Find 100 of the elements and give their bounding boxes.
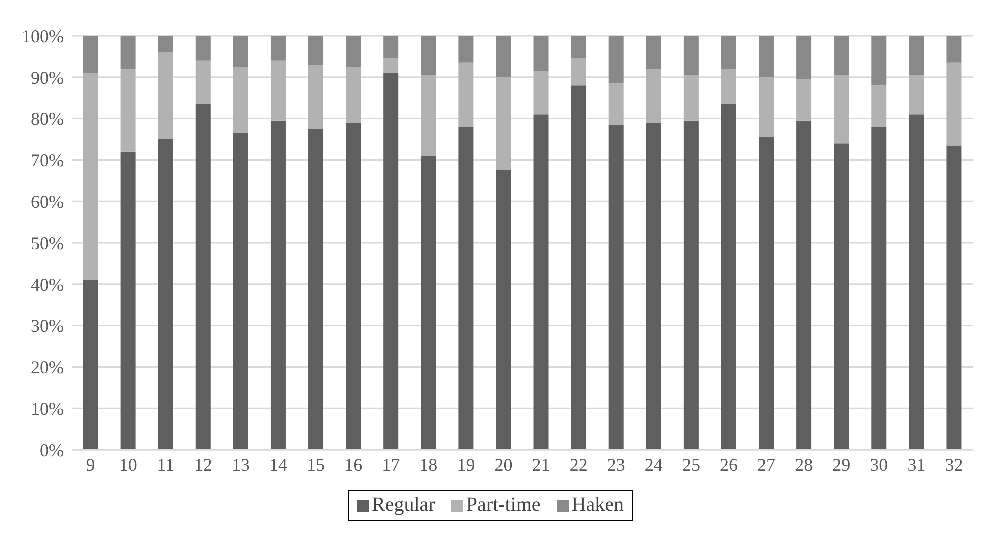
bar [233,36,248,68]
y-tick-label: 100% [22,26,64,46]
bar [909,114,924,450]
bar [384,58,399,74]
x-tick-label: 30 [870,454,888,475]
bar [196,104,211,450]
bar [196,60,211,104]
bar [233,67,248,134]
bar [608,125,624,450]
x-tick-label: 22 [570,454,588,475]
bar [834,36,850,76]
bar [534,36,549,72]
x-tick-label: 31 [908,454,926,475]
bar [796,36,812,80]
x-tick-label: 12 [194,454,212,475]
bar [646,69,662,123]
bar [721,104,736,450]
bar [684,36,699,76]
x-tick-label: 24 [644,454,663,475]
bar [721,36,736,70]
legend-label: Regular [372,494,436,517]
bar [946,36,962,63]
bar [458,62,474,128]
bar [384,73,399,450]
bar [270,60,286,121]
x-tick-label: 28 [795,454,814,475]
legend-label: Part-time [466,494,541,517]
bar [796,120,812,450]
bar [346,36,362,68]
bar [83,36,98,74]
bar [308,64,324,130]
x-tick-label: 17 [382,454,400,475]
y-tick-label: 90% [31,68,64,88]
bar [158,52,174,140]
bar [534,114,549,450]
bar [496,170,512,450]
bar [759,137,774,450]
bar [571,58,586,86]
bar [421,75,436,156]
bar [346,67,362,123]
bar [872,127,887,450]
bar [909,36,924,76]
x-tick-label: 20 [494,454,513,475]
y-tick-label: 50% [31,233,64,254]
y-tick-label: 10% [31,398,64,419]
bar [270,120,286,450]
x-tick-label: 13 [232,454,250,475]
x-tick-label: 32 [945,454,964,475]
bar [83,73,98,280]
bar [196,36,211,61]
bar [721,69,736,104]
y-tick-label: 80% [31,109,64,130]
bar [384,36,399,59]
y-tick-label: 60% [31,192,64,212]
bar [120,152,136,450]
bar [308,129,324,450]
bar [83,280,98,450]
x-tick-label: 15 [307,454,326,475]
bar [346,122,362,450]
bar [458,36,474,63]
bar [646,36,662,70]
bar [834,75,850,144]
bar [158,36,174,53]
bar [946,146,962,450]
bar [571,36,586,59]
x-tick-label: 29 [832,454,851,475]
bar [534,71,549,115]
bar [158,140,174,450]
bar [120,36,136,70]
x-tick-label: 14 [269,454,288,475]
bar [308,36,324,65]
y-tick-label: 30% [31,316,64,336]
bar [458,127,474,450]
bar [872,86,887,128]
y-tick-label: 70% [31,150,64,171]
bar [233,133,248,450]
bar [684,75,699,121]
y-tick-label: 0% [40,440,64,460]
bar [496,36,512,78]
x-tick-label: 10 [119,454,138,475]
bar [608,36,624,84]
bar [684,120,699,450]
bar [496,77,512,171]
bar [270,36,286,61]
x-tick-label: 27 [758,454,776,475]
bar [571,86,586,450]
x-tick-label: 11 [157,454,175,475]
bar [759,77,774,138]
bar [834,144,850,450]
x-tick-label: 23 [607,454,626,475]
bar [946,62,962,146]
x-tick-label: 19 [457,454,476,475]
x-tick-label: 16 [344,454,363,475]
bar [909,75,924,115]
y-tick-label: 40% [31,274,64,295]
x-tick-label: 18 [420,454,438,475]
y-tick-label: 20% [31,358,64,378]
bar [120,69,136,152]
bar [796,79,812,121]
bar [421,156,436,450]
